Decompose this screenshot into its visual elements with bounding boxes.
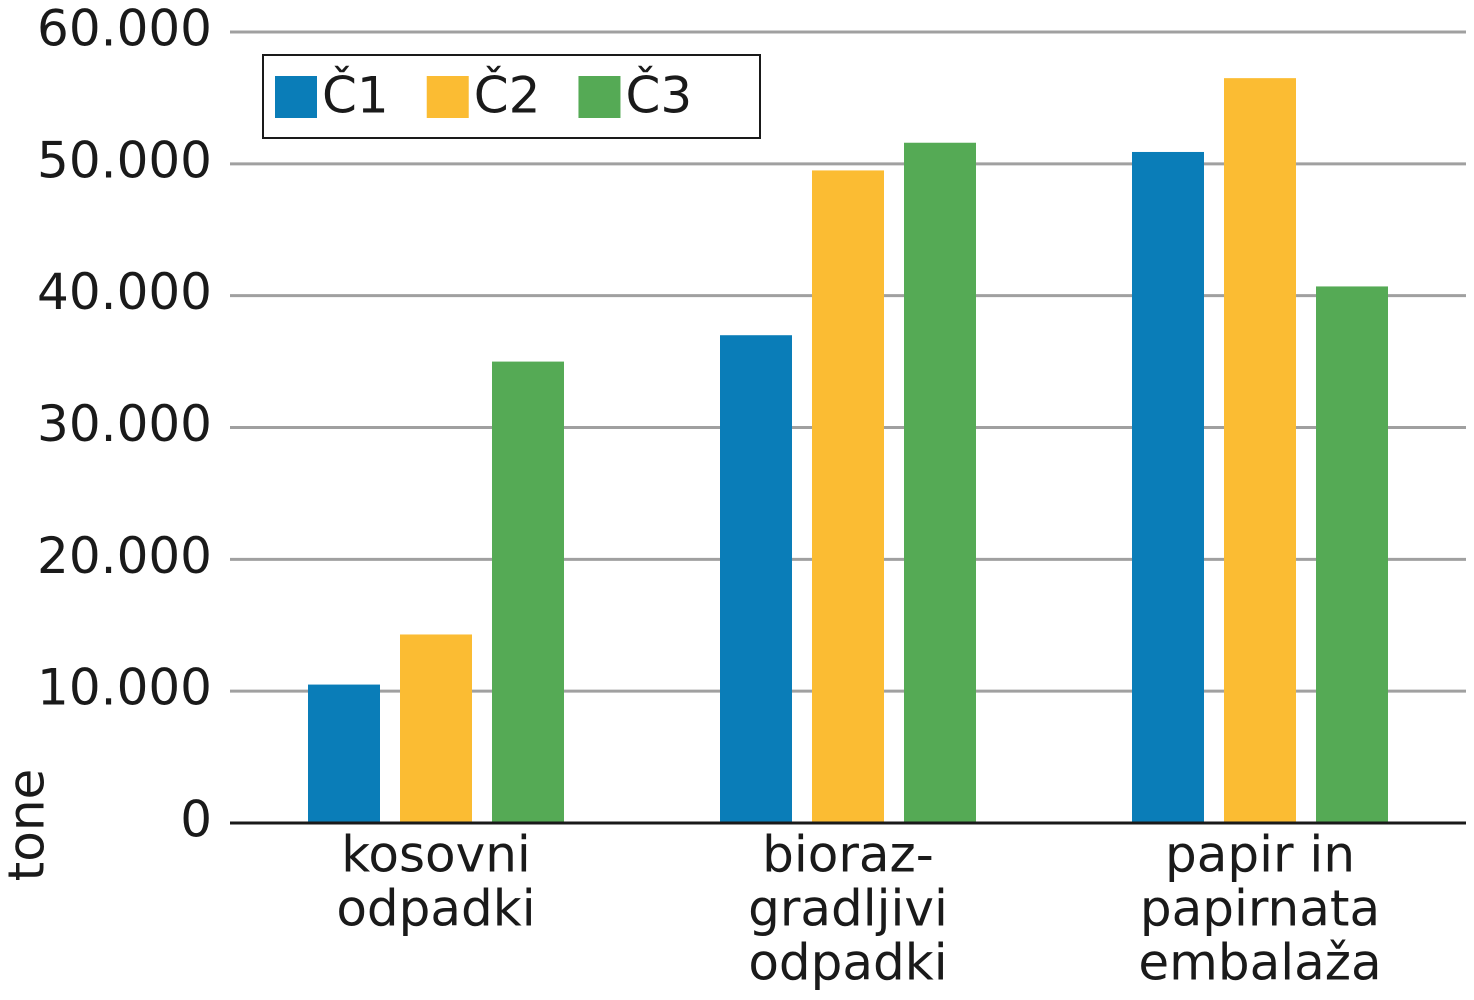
x-tick-label: odpadki: [748, 934, 947, 992]
bar: [1316, 286, 1388, 823]
legend-swatch: [426, 76, 469, 118]
x-tick-label: gradljivi: [748, 880, 948, 938]
legend-label: Č3: [625, 66, 692, 125]
x-tick-label: embalaža: [1138, 934, 1381, 992]
y-tick-label: 10.000: [37, 659, 212, 717]
y-axis-label: tone: [0, 769, 56, 882]
x-tick-label: kosovni: [341, 826, 531, 884]
legend-label: Č1: [322, 66, 389, 125]
bar: [720, 335, 792, 823]
y-tick-label: 20.000: [37, 527, 212, 585]
x-tick-label: papir in: [1165, 826, 1355, 884]
legend-box: [262, 54, 761, 139]
y-tick-label: 50.000: [37, 131, 212, 189]
bar: [1224, 78, 1296, 824]
bar: [1132, 151, 1204, 824]
x-tick-label: bioraz-: [762, 826, 934, 884]
bar: [904, 142, 976, 824]
bar: [812, 170, 884, 824]
legend-swatch: [275, 76, 317, 118]
legend-label: Č2: [474, 66, 541, 125]
legend-swatch: [578, 76, 621, 118]
bar: [400, 634, 472, 823]
y-tick-label: 30.000: [37, 395, 212, 453]
y-tick-label: 0: [180, 791, 212, 849]
bar: [308, 684, 380, 823]
y-tick-label: 40.000: [37, 263, 212, 321]
x-tick-label: odpadki: [336, 880, 535, 938]
y-tick-label: 60.000: [37, 0, 212, 58]
x-tick-label: papirnata: [1140, 880, 1380, 938]
bar: [492, 361, 564, 823]
